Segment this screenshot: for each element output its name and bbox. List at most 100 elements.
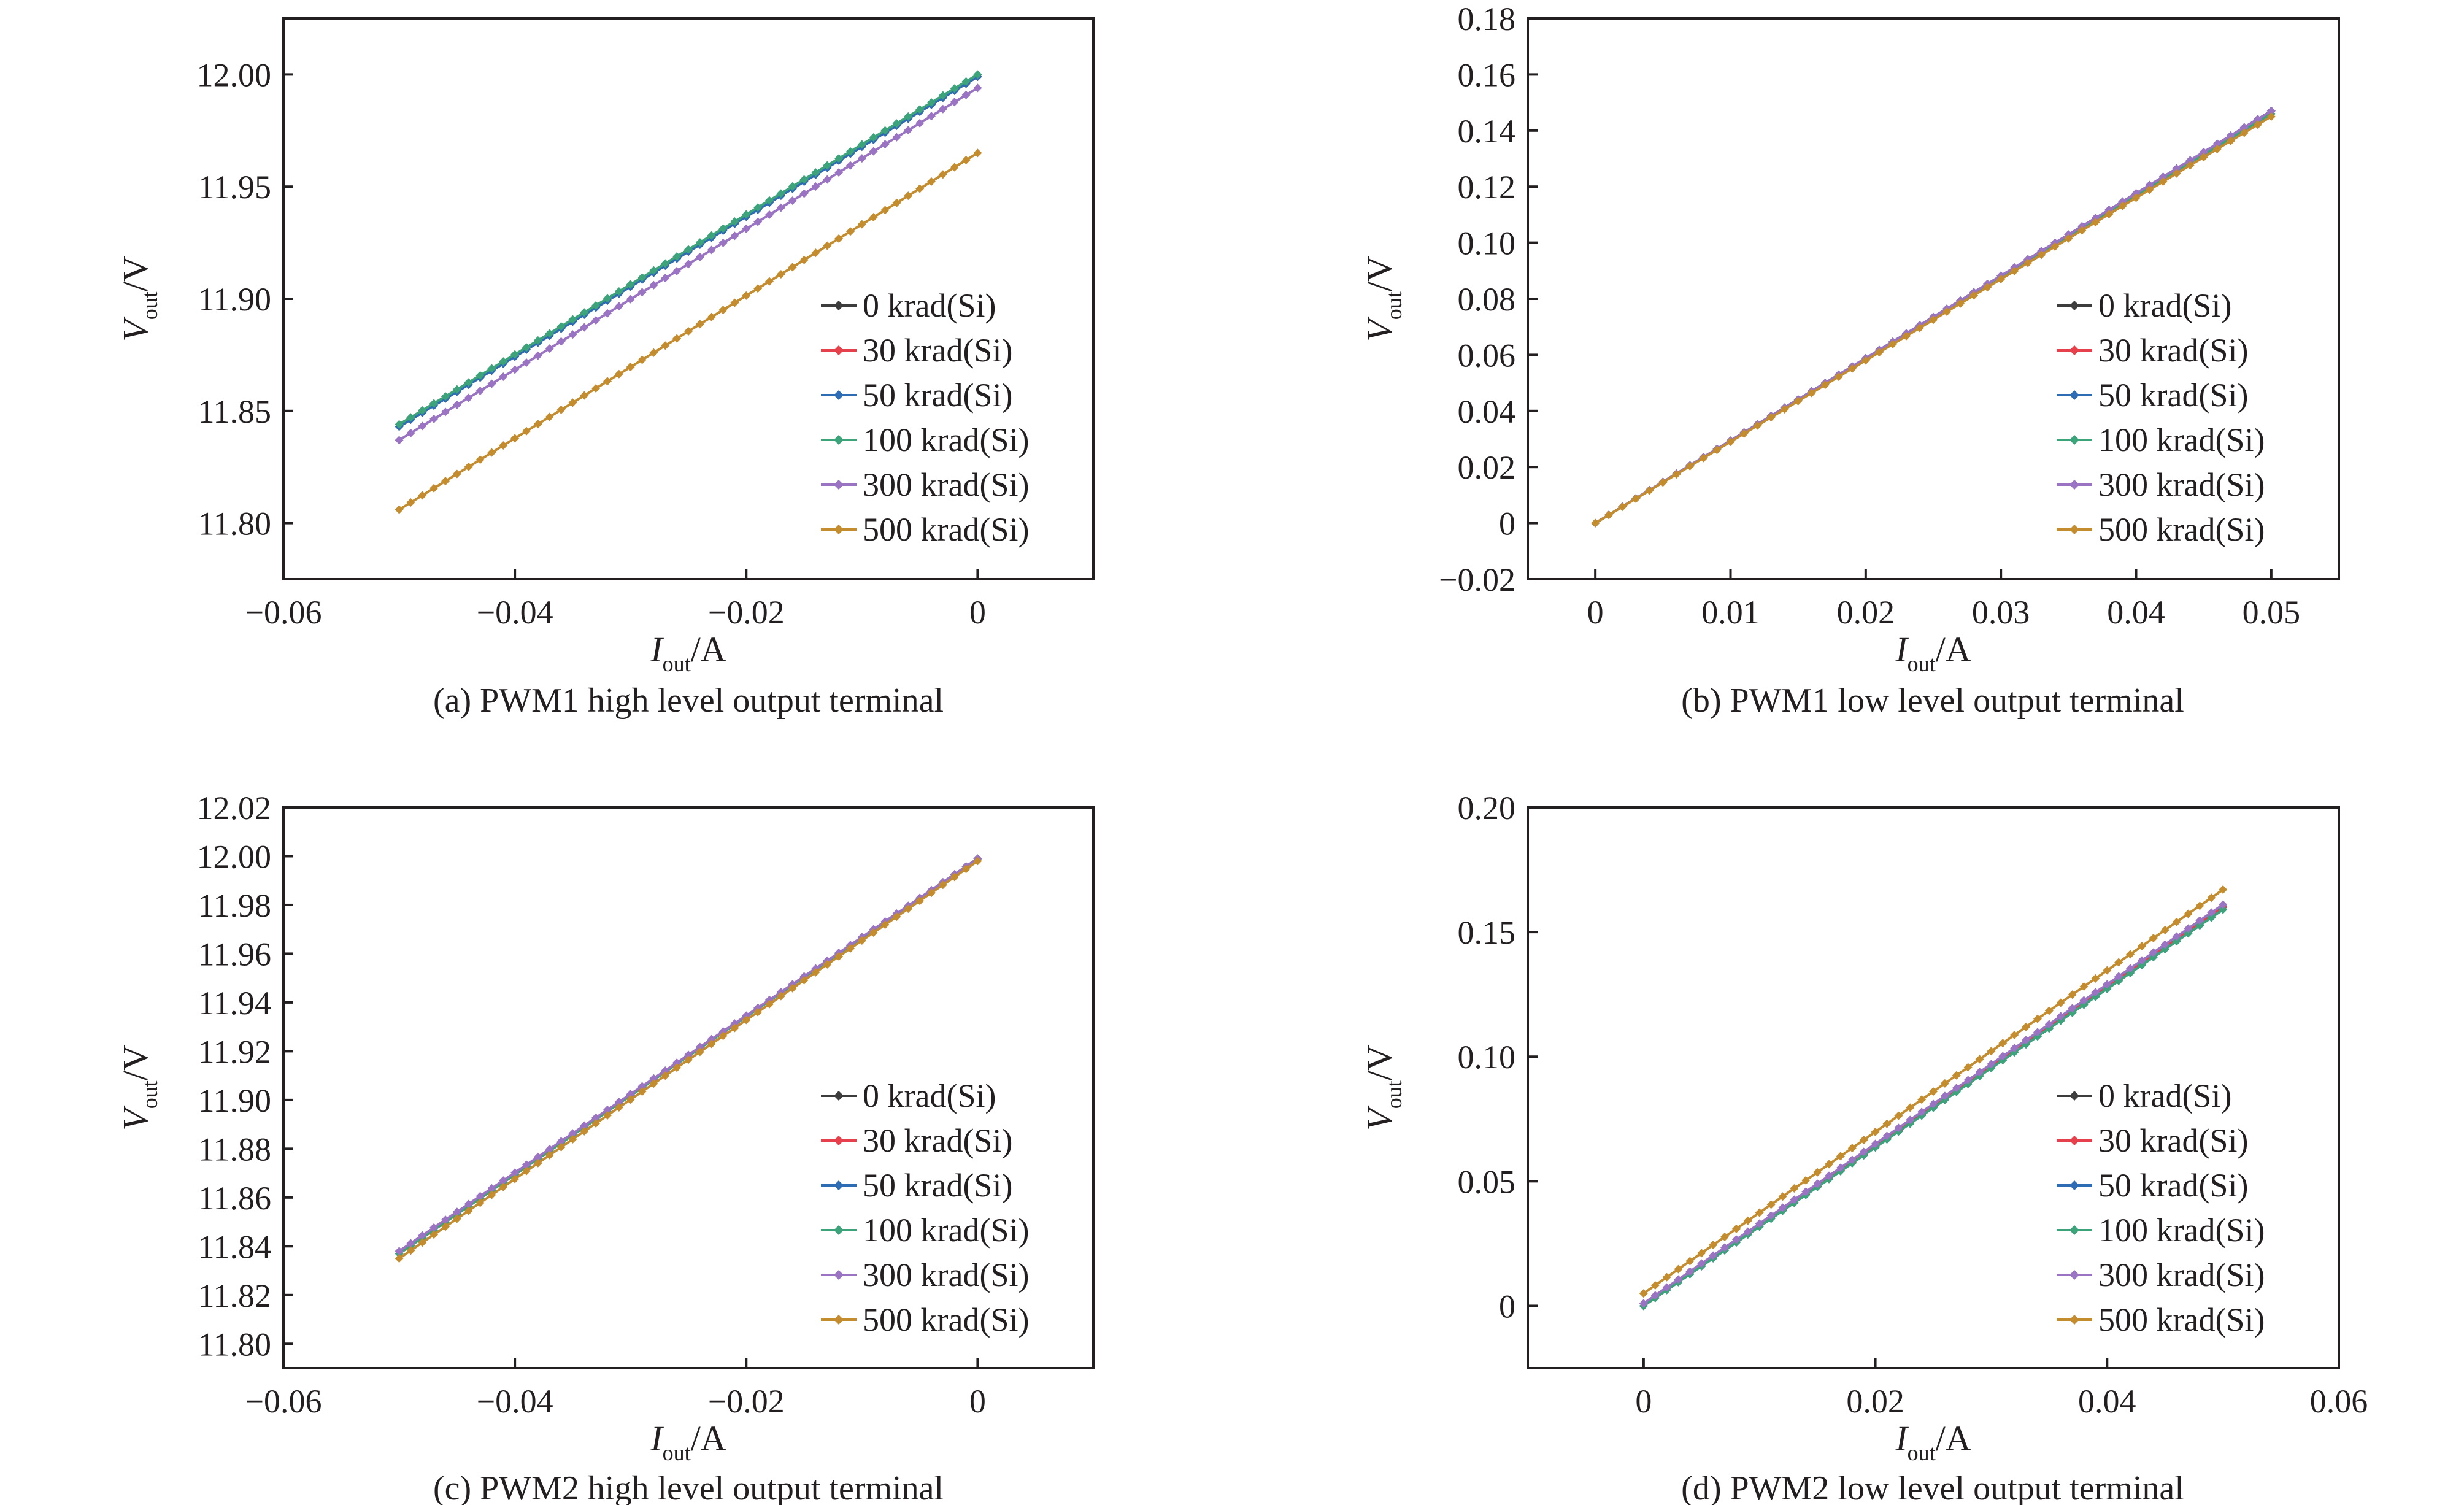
data-point bbox=[1766, 1211, 1776, 1220]
data-point bbox=[510, 1168, 520, 1177]
data-point bbox=[846, 944, 855, 953]
panel-d: 0 0.02 0.04 0.06 0 0.05 0.10 0.15 0.20 Iout/A Vout… bbox=[1360, 790, 2368, 1505]
data-point bbox=[580, 1121, 589, 1130]
y-tick-label: 11.95 bbox=[198, 169, 272, 206]
data-point bbox=[510, 434, 520, 443]
legend-marker bbox=[834, 1136, 844, 1145]
legend-marker bbox=[2069, 1136, 2079, 1145]
data-point bbox=[1952, 1084, 1961, 1093]
data-point bbox=[1940, 1079, 1949, 1088]
data-point bbox=[1780, 405, 1789, 414]
y-tick-label: 0.04 bbox=[1458, 393, 1516, 430]
data-point bbox=[961, 864, 971, 874]
legend-label: 100 krad(Si) bbox=[2098, 421, 2265, 458]
data-point bbox=[545, 329, 554, 338]
data-point bbox=[2219, 900, 2228, 909]
legend-label: 100 krad(Si) bbox=[2098, 1212, 2265, 1249]
data-point bbox=[568, 330, 577, 339]
x-tick-label: 0.04 bbox=[2107, 594, 2165, 631]
data-point bbox=[811, 248, 820, 258]
data-point bbox=[950, 163, 959, 172]
data-point bbox=[556, 1142, 566, 1152]
data-point bbox=[533, 351, 542, 360]
data-point bbox=[2219, 885, 2228, 895]
data-point bbox=[1813, 1168, 1822, 1177]
data-point bbox=[522, 343, 531, 352]
data-point bbox=[487, 364, 496, 373]
data-point bbox=[441, 407, 450, 417]
data-point bbox=[2172, 932, 2181, 941]
data-point bbox=[626, 363, 635, 372]
legend-label: 30 krad(Si) bbox=[863, 332, 1012, 369]
data-point bbox=[464, 378, 473, 387]
data-point bbox=[880, 140, 890, 149]
data-point bbox=[2253, 115, 2262, 124]
data-point bbox=[2266, 112, 2276, 121]
legend-label: 300 krad(Si) bbox=[2098, 466, 2265, 503]
data-point bbox=[1861, 356, 1870, 365]
data-point bbox=[1956, 299, 1965, 308]
x-tick-label: −0.02 bbox=[708, 594, 785, 631]
y-axis-unit: /V bbox=[115, 1045, 155, 1080]
data-point bbox=[1871, 1139, 1880, 1149]
data-point bbox=[626, 1090, 635, 1099]
legend-marker bbox=[2069, 1180, 2079, 1190]
data-point bbox=[672, 334, 682, 343]
data-point bbox=[2145, 185, 2154, 194]
legend-label: 50 krad(Si) bbox=[863, 1167, 1012, 1204]
data-point bbox=[1720, 1243, 1730, 1252]
data-point bbox=[464, 1206, 473, 1215]
data-point bbox=[1952, 1071, 1961, 1080]
legend-marker bbox=[2069, 301, 2079, 310]
data-point bbox=[2079, 996, 2089, 1005]
legend-entry: 50 krad(Si) bbox=[2057, 377, 2248, 414]
data-point bbox=[406, 428, 415, 437]
x-tick-label: 0 bbox=[1587, 594, 1604, 631]
data-point bbox=[637, 355, 647, 364]
x-axis-unit: /A bbox=[691, 1418, 726, 1458]
data-point bbox=[695, 320, 704, 329]
data-point bbox=[614, 287, 623, 296]
data-point bbox=[834, 234, 844, 243]
data-point bbox=[707, 231, 716, 240]
y-tick-label: 0.06 bbox=[1458, 337, 1516, 374]
x-axis-subscript: out bbox=[663, 1441, 691, 1465]
data-point bbox=[1882, 1131, 1892, 1141]
data-point bbox=[2172, 917, 2181, 926]
data-point bbox=[556, 322, 566, 331]
data-point bbox=[475, 371, 485, 380]
data-point bbox=[742, 1015, 751, 1025]
data-point bbox=[429, 414, 439, 423]
data-point bbox=[1847, 1155, 1857, 1164]
x-axis-label: Iout/A bbox=[650, 1418, 726, 1465]
data-point bbox=[568, 1129, 577, 1138]
legend-entry: 30 krad(Si) bbox=[2057, 1122, 2248, 1159]
data-point bbox=[2104, 209, 2114, 218]
data-point bbox=[880, 126, 890, 135]
y-tick-label: 12.02 bbox=[197, 790, 272, 826]
data-point bbox=[915, 184, 925, 193]
x-axis-subscript: out bbox=[663, 652, 691, 676]
data-point bbox=[1894, 1123, 1903, 1133]
data-point bbox=[1825, 1171, 1834, 1180]
legend-label: 500 krad(Si) bbox=[2098, 1301, 2265, 1338]
data-point bbox=[846, 227, 855, 236]
legend-marker bbox=[2069, 480, 2079, 490]
data-point bbox=[2077, 226, 2087, 235]
data-point bbox=[1998, 1052, 2008, 1061]
x-tick-label: 0 bbox=[1635, 1383, 1652, 1420]
y-axis-unit: /V bbox=[1360, 1045, 1399, 1080]
data-point bbox=[1834, 372, 1843, 382]
y-axis-subscript: out bbox=[137, 1080, 162, 1109]
legend-marker bbox=[834, 1091, 844, 1101]
data-point bbox=[823, 960, 832, 969]
x-tick-label: 0.04 bbox=[2078, 1383, 2136, 1420]
data-point bbox=[2212, 144, 2222, 153]
data-point bbox=[418, 1231, 427, 1240]
data-point bbox=[591, 1118, 601, 1128]
data-point bbox=[661, 341, 670, 350]
data-point bbox=[661, 1071, 670, 1080]
legend-marker bbox=[2069, 435, 2079, 445]
legend-label: 500 krad(Si) bbox=[863, 1301, 1029, 1338]
panel-caption: (a) PWM1 high level output terminal bbox=[433, 682, 944, 720]
